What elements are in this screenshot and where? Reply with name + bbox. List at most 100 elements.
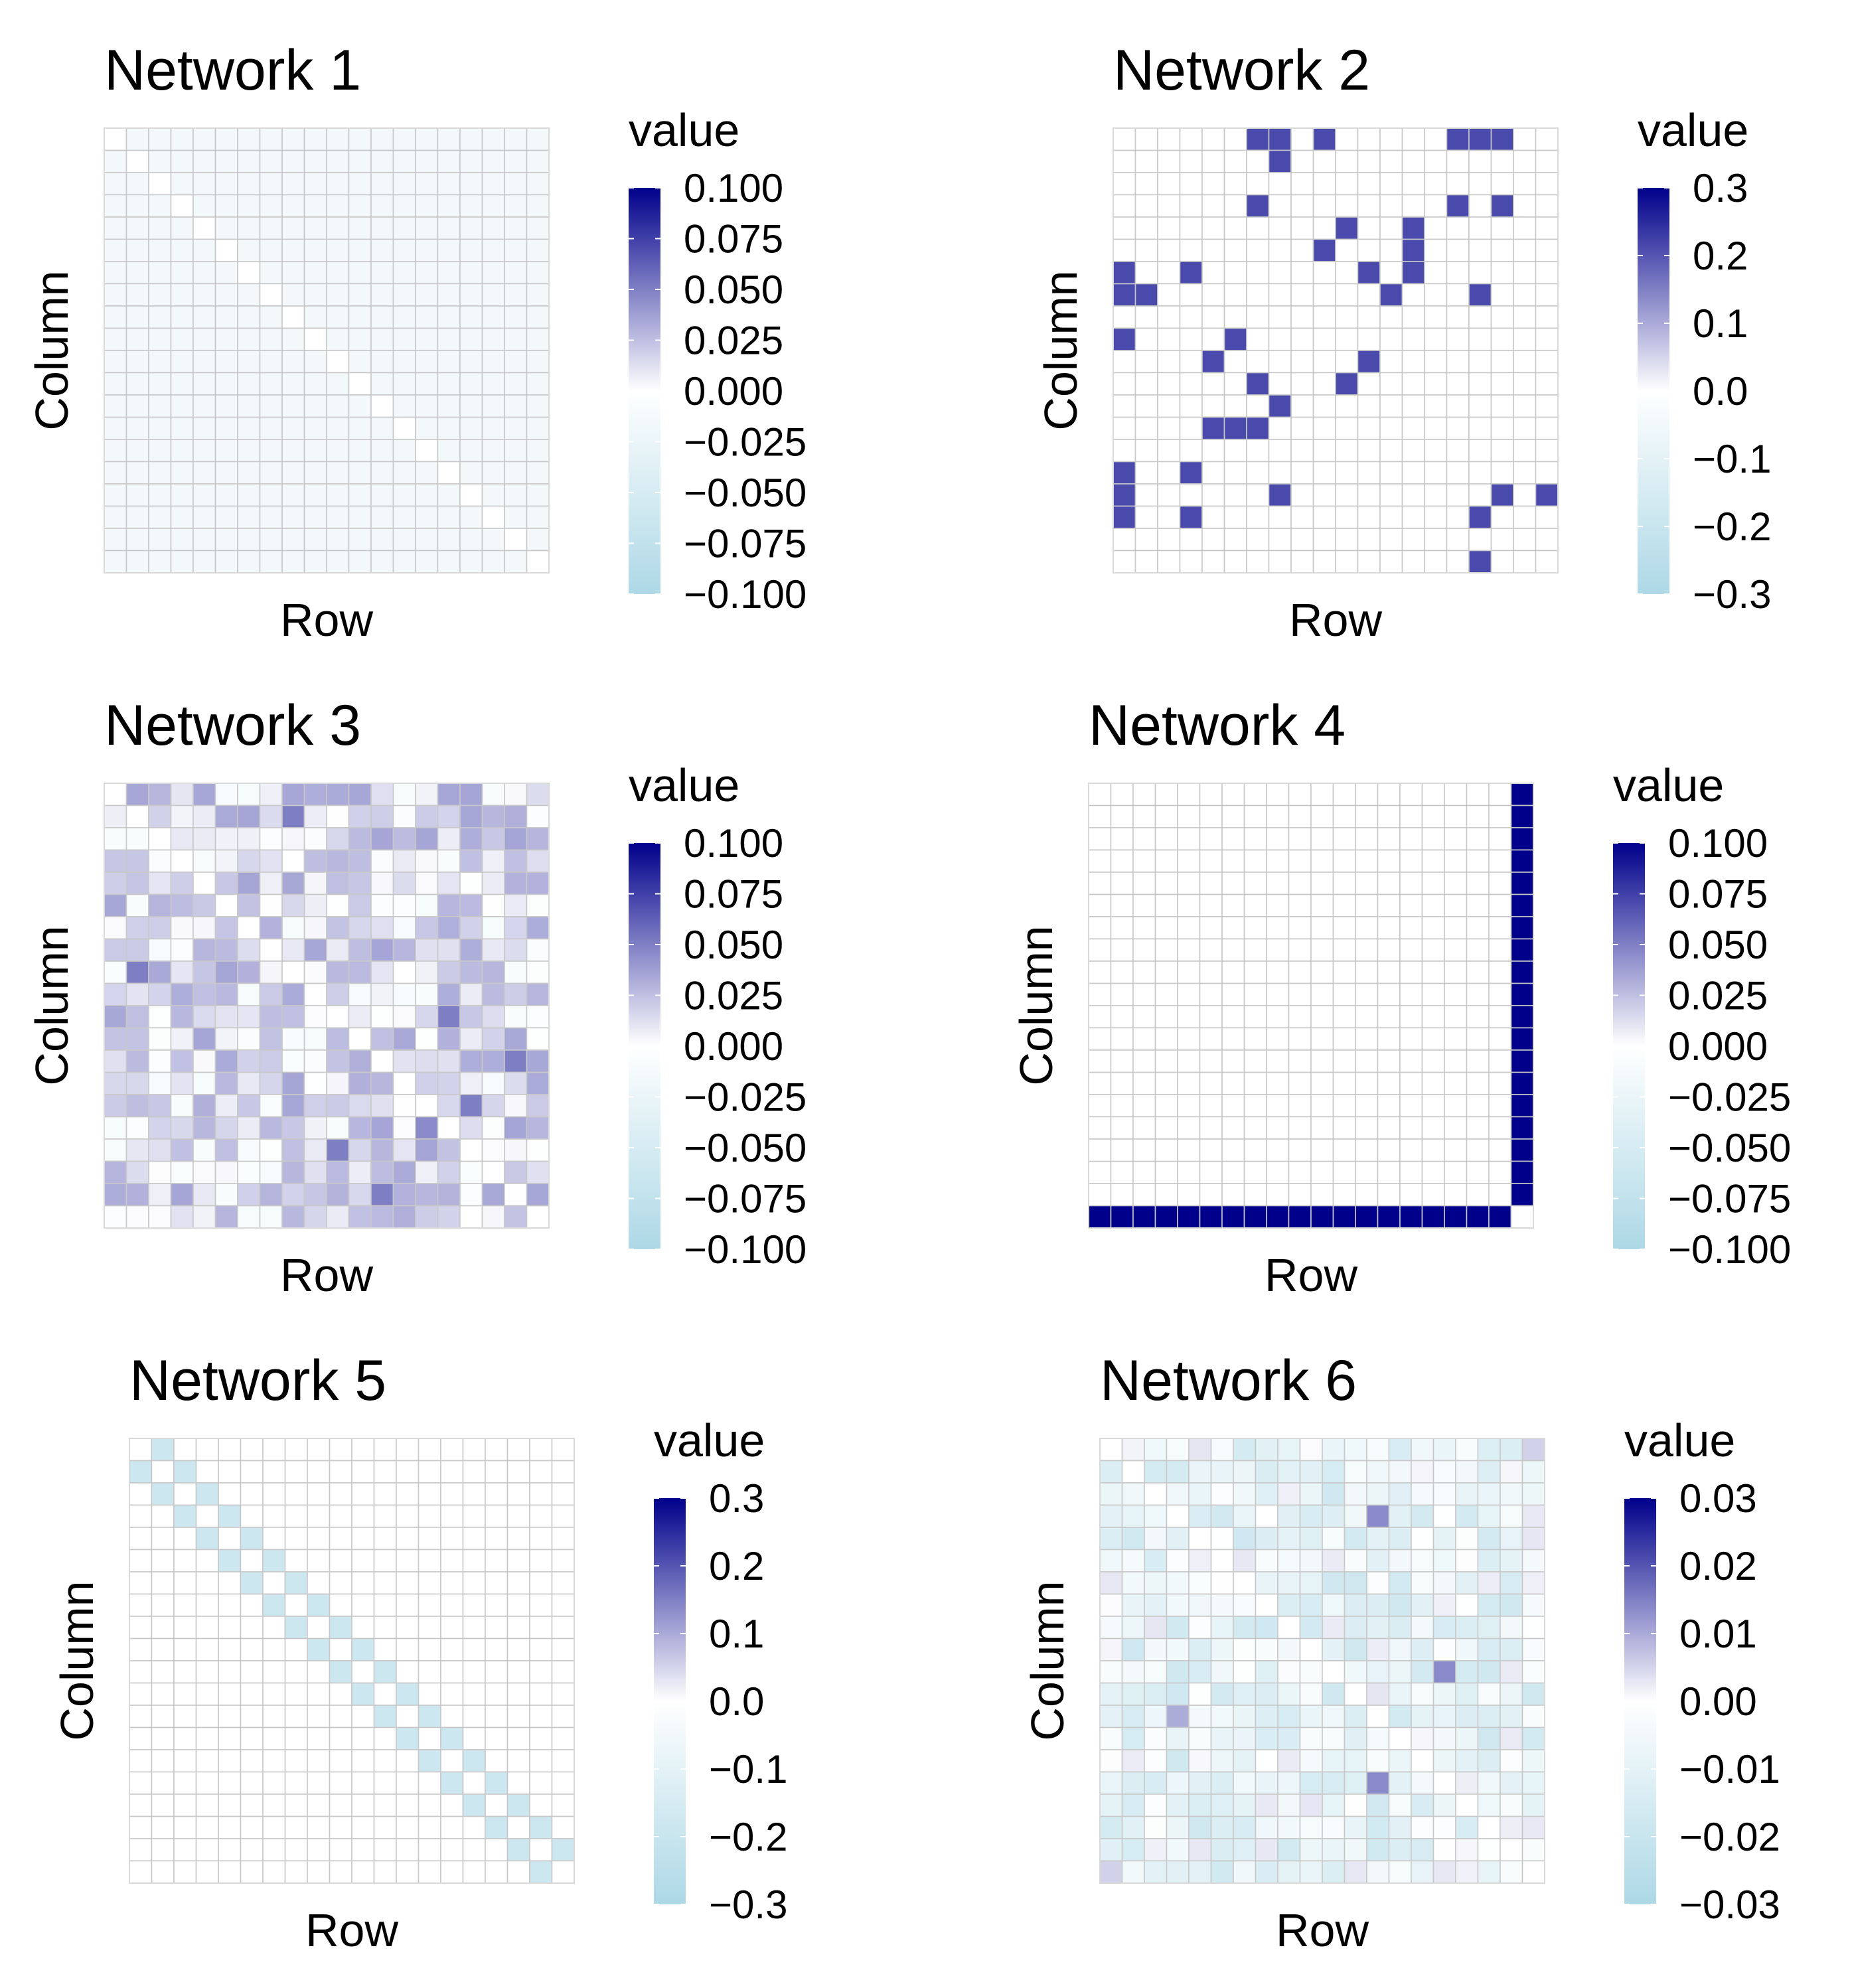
heatmap-cell bbox=[1335, 172, 1359, 196]
heatmap-cell bbox=[1399, 804, 1423, 828]
heatmap-cell bbox=[1201, 439, 1225, 463]
heatmap-cell bbox=[1310, 1183, 1334, 1207]
heatmap-cell bbox=[1322, 1616, 1346, 1640]
heatmap-cell bbox=[125, 127, 149, 151]
heatmap-cell bbox=[1154, 938, 1178, 962]
heatmap-cell bbox=[1332, 916, 1356, 940]
network-3-panel: Network 3RowColumnvalue0.1000.0750.0500.… bbox=[26, 694, 807, 1301]
heatmap-cell bbox=[1455, 1815, 1479, 1839]
heatmap-cell bbox=[1221, 1205, 1245, 1229]
heatmap-cell bbox=[214, 893, 238, 917]
heatmap-cell bbox=[437, 149, 461, 173]
heatmap-cell bbox=[195, 1593, 219, 1617]
heatmap-cell bbox=[303, 416, 327, 440]
heatmap-cell bbox=[440, 1527, 464, 1551]
heatmap-cell bbox=[1490, 394, 1514, 418]
heatmap-cell bbox=[307, 1749, 331, 1773]
heatmap-cell bbox=[1132, 1027, 1156, 1051]
heatmap-cell bbox=[1179, 550, 1203, 573]
heatmap-cell bbox=[348, 1005, 372, 1029]
heatmap-cell bbox=[506, 1726, 530, 1750]
heatmap-cell bbox=[1455, 1771, 1479, 1795]
heatmap-cell bbox=[1335, 528, 1359, 552]
heatmap-cell bbox=[1121, 1438, 1145, 1462]
heatmap-cell bbox=[1223, 528, 1247, 552]
heatmap-cell bbox=[303, 505, 327, 529]
heatmap-cell bbox=[1535, 416, 1559, 440]
heatmap-cell bbox=[1355, 1160, 1379, 1184]
heatmap-cell bbox=[104, 305, 127, 329]
heatmap-cell bbox=[392, 238, 416, 262]
heatmap-cell bbox=[281, 261, 305, 285]
heatmap-cell bbox=[151, 1460, 175, 1484]
heatmap-cell bbox=[1144, 1571, 1168, 1595]
heatmap-cell bbox=[1510, 960, 1534, 984]
heatmap-cell bbox=[1201, 216, 1225, 240]
heatmap-cell bbox=[1233, 1794, 1257, 1817]
heatmap-cell bbox=[214, 238, 238, 262]
heatmap-cell bbox=[148, 1005, 172, 1029]
heatmap-cell bbox=[1144, 1638, 1168, 1661]
heatmap-cell bbox=[481, 283, 505, 307]
heatmap-cell bbox=[259, 149, 283, 173]
heatmap-cell bbox=[459, 327, 483, 351]
heatmap-cell bbox=[1332, 938, 1356, 962]
heatmap-cell bbox=[1157, 238, 1181, 262]
heatmap-cell bbox=[1377, 916, 1401, 940]
heatmap-cell bbox=[485, 1815, 508, 1839]
heatmap-cell bbox=[506, 1460, 530, 1484]
heatmap-cell bbox=[1154, 804, 1178, 828]
heatmap-cell bbox=[281, 439, 305, 463]
heatmap-cell bbox=[1377, 1027, 1401, 1051]
heatmap-cell bbox=[1233, 1527, 1257, 1551]
heatmap-cell bbox=[1246, 305, 1270, 329]
heatmap-cell bbox=[437, 528, 461, 552]
heatmap-cell bbox=[348, 461, 372, 485]
heatmap-cell bbox=[1444, 783, 1468, 806]
heatmap-cell bbox=[481, 1138, 505, 1162]
heatmap-cell bbox=[281, 1071, 305, 1095]
heatmap-cell bbox=[1521, 1482, 1545, 1506]
heatmap-cell bbox=[1221, 783, 1245, 806]
heatmap-cell bbox=[1099, 1571, 1123, 1595]
heatmap-cell bbox=[1299, 1660, 1323, 1684]
heatmap-cell bbox=[1535, 127, 1559, 151]
heatmap-cell bbox=[1277, 1660, 1301, 1684]
heatmap-cell bbox=[329, 1482, 352, 1506]
heatmap-cell bbox=[1355, 916, 1379, 940]
heatmap-cell bbox=[526, 783, 550, 806]
heatmap-cell bbox=[281, 505, 305, 529]
heatmap-cell bbox=[351, 1749, 375, 1773]
heatmap-cell bbox=[1157, 550, 1181, 573]
heatmap-cell bbox=[259, 461, 283, 485]
heatmap-cell bbox=[504, 960, 528, 984]
heatmap-cell bbox=[485, 1438, 508, 1462]
heatmap-cell bbox=[348, 1205, 372, 1229]
heatmap-cell bbox=[1468, 305, 1492, 329]
heatmap-cell bbox=[415, 938, 439, 962]
heatmap-cell bbox=[214, 1005, 238, 1029]
heatmap-cell bbox=[1201, 394, 1225, 418]
heatmap-cell bbox=[437, 439, 461, 463]
heatmap-cell bbox=[348, 194, 372, 218]
heatmap-cell bbox=[148, 283, 172, 307]
heatmap-cell bbox=[240, 1838, 264, 1862]
heatmap-cell bbox=[481, 960, 505, 984]
heatmap-cell bbox=[485, 1504, 508, 1528]
heatmap-cell bbox=[307, 1838, 331, 1862]
heatmap-cell bbox=[459, 416, 483, 440]
heatmap-cell bbox=[485, 1460, 508, 1484]
heatmap-cell bbox=[1455, 1460, 1479, 1484]
heatmap-cell bbox=[462, 1593, 486, 1617]
heatmap-cell bbox=[1344, 1660, 1367, 1684]
heatmap-cell bbox=[214, 1027, 238, 1051]
heatmap-cell bbox=[1277, 1571, 1301, 1595]
heatmap-cell bbox=[1466, 1160, 1490, 1184]
heatmap-cell bbox=[1110, 960, 1134, 984]
heatmap-cell bbox=[1177, 1138, 1201, 1162]
heatmap-cell bbox=[307, 1794, 331, 1817]
heatmap-cell bbox=[1312, 327, 1336, 351]
heatmap-cell bbox=[1379, 327, 1403, 351]
heatmap-cell bbox=[1188, 1438, 1212, 1462]
heatmap-cell bbox=[281, 416, 305, 440]
